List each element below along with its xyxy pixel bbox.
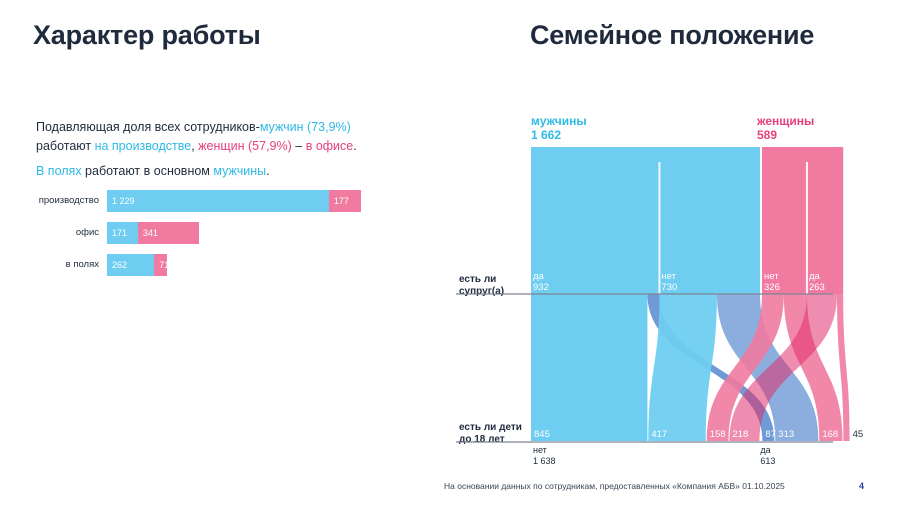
intro-highlight-office: в офисе — [305, 139, 354, 153]
sankey-flow-men-no-nokids — [648, 294, 717, 441]
sankey-flow-women-no-kids — [783, 294, 843, 441]
footer-note: На основании данных по сотрудникам, пред… — [444, 481, 785, 491]
women-label: женщины 589 — [757, 114, 814, 142]
sankey-node-value: 730 — [661, 282, 677, 293]
sankey-node-label: да — [809, 271, 821, 282]
sankey-leaf-value: 218 — [732, 429, 748, 440]
sankey-flow-women-yes-kids — [836, 294, 850, 441]
row-label-children-line1: есть ли дети — [459, 422, 522, 433]
row-label-spouse: есть ли супруг(а) — [459, 274, 504, 298]
row-label-children-line2: до 18 лет — [459, 434, 505, 445]
intro-line-2: работают на производстве, женщин (57,9%)… — [36, 137, 357, 156]
bar-segment-men: 171 — [107, 222, 138, 244]
work-type-bar-chart: производство 1 229 177 офис 171 341 в полях 262… — [28, 186, 428, 286]
sankey-flow-men — [531, 147, 761, 294]
men-label-text: мужчины — [531, 114, 587, 128]
sankey-flow-men-yes-nokids — [531, 294, 648, 441]
sankey-leaf-value: 45 — [853, 429, 864, 440]
row-label-spouse-line2: супруг(а) — [459, 286, 505, 297]
bar-segment-men: 1 229 — [107, 190, 329, 212]
sankey-group-total: 613 — [760, 456, 775, 466]
row-label-spouse-line1: есть ли — [459, 274, 497, 285]
sankey-leaf-value: 845 — [534, 429, 550, 440]
women-label-text: женщины — [757, 114, 815, 128]
sankey-node-label: нет — [661, 271, 676, 282]
sankey-flow-women — [762, 147, 844, 294]
bar-segment-women: 341 — [137, 222, 200, 244]
sankey-node-value: 932 — [533, 282, 549, 293]
intro-highlight-men-2: мужчины — [213, 164, 267, 178]
intro-highlight-fields: В полях — [36, 164, 82, 178]
intro-text-span: Подавляющая доля всех сотрудников- — [36, 120, 260, 134]
bar-segment-women: 177 — [328, 190, 361, 212]
sankey-flow-women-yes-nokids — [729, 294, 837, 441]
sankey-group-label: нет — [533, 445, 547, 455]
sankey-leaf-value: 313 — [778, 429, 794, 440]
intro-text: Подавляющая доля всех сотрудников-мужчин… — [36, 118, 357, 181]
intro-text-span: . — [353, 139, 357, 153]
right-title: Семейное положение — [530, 20, 815, 50]
sankey-group-total: 1 638 — [533, 456, 556, 466]
sankey-node-value: 326 — [764, 282, 780, 293]
intro-text-span: работают в основном — [81, 164, 214, 178]
row-label-children: есть ли дети до 18 лет — [459, 422, 522, 446]
intro-text-span: работают — [36, 139, 95, 153]
sankey-node-value: 263 — [809, 282, 825, 293]
sankey-node-label: нет — [764, 271, 779, 282]
sankey-node-label: да — [533, 271, 545, 282]
intro-highlight-production: на производстве — [94, 139, 192, 153]
intro-text-span: . — [266, 164, 270, 178]
sankey-leaf-value: 87 — [765, 429, 776, 440]
bar-category-label: офис — [75, 227, 99, 238]
bar-segment-men: 262 — [107, 254, 155, 276]
intro-line-1: Подавляющая доля всех сотрудников-мужчин… — [36, 118, 357, 137]
sankey-flow-men-no-kids — [716, 294, 819, 441]
sankey-leaf-value: 417 — [651, 429, 667, 440]
intro-text-span: – — [291, 139, 306, 153]
men-label: мужчины 1 662 — [531, 114, 587, 142]
sankey-flow-women-no-nokids — [706, 294, 784, 441]
intro-highlight-men: мужчин (73,9%) — [259, 120, 351, 134]
sankey-group-label: да — [760, 445, 770, 455]
page-number: 4 — [859, 481, 865, 491]
intro-highlight-women: женщин (57,9%) — [198, 139, 292, 153]
sankey-leaf-value: 168 — [822, 429, 838, 440]
sankey-leaf-value: 158 — [710, 429, 726, 440]
bar-category-label: в полях — [65, 259, 99, 270]
left-title: Характер работы — [33, 20, 261, 50]
women-total: 589 — [757, 128, 778, 142]
men-total: 1 662 — [531, 128, 562, 142]
intro-text-span: , — [191, 139, 199, 153]
intro-line-3: В полях работают в основном мужчины. — [36, 162, 357, 181]
bar-category-label: производство — [38, 195, 99, 206]
bar-segment-women: 71 — [154, 254, 169, 276]
